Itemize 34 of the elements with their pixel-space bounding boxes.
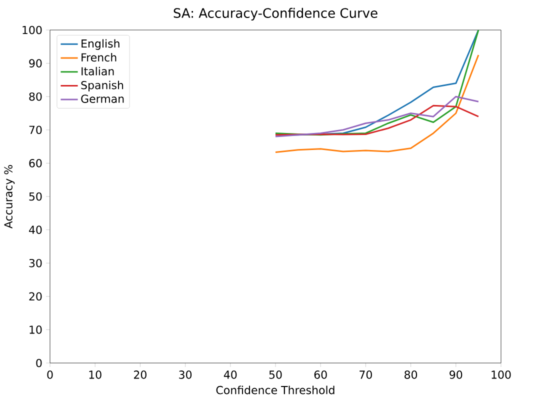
y-tick-label: 90 xyxy=(29,59,42,68)
legend-label: English xyxy=(82,39,120,50)
legend-label: Italian xyxy=(82,66,114,76)
y-tick-label: 100 xyxy=(22,26,42,34)
y-tick-label: 40 xyxy=(29,226,42,234)
x-tick-label: 90 xyxy=(450,370,462,379)
legend-label: French xyxy=(82,53,116,62)
y-tick-label: 50 xyxy=(29,192,42,201)
legend-label: Spanish xyxy=(81,80,124,92)
y-tick-label: 0 xyxy=(36,358,42,368)
y-tick-label: 10 xyxy=(30,326,42,334)
line-series xyxy=(274,30,480,136)
x-tick-label: 80 xyxy=(404,370,418,379)
y-axis-title: Accuracy % xyxy=(4,165,15,229)
line-series xyxy=(274,104,480,136)
y-tick-label: 70 xyxy=(29,126,42,134)
x-tick-label: 0 xyxy=(47,370,53,379)
x-tick-label: 30 xyxy=(179,370,192,379)
x-axis-title: Confidence Threshold xyxy=(216,386,334,394)
line-series xyxy=(274,96,480,138)
legend-label: German xyxy=(81,94,124,103)
y-tick-label: 20 xyxy=(29,292,42,301)
y-tick-label: 30 xyxy=(29,258,42,268)
y-tick-label: 80 xyxy=(29,92,42,101)
x-tick-label: 100 xyxy=(492,370,511,379)
x-tick-label: 40 xyxy=(224,370,237,379)
y-tick-label: 60 xyxy=(29,159,42,168)
x-tick-label: 60 xyxy=(314,370,327,379)
x-tick-label: 20 xyxy=(134,370,146,379)
x-tick-label: 70 xyxy=(360,370,372,379)
x-tick-label: 10 xyxy=(89,370,102,379)
x-tick-label: 50 xyxy=(269,370,282,379)
line-series xyxy=(274,54,480,153)
chart-title: SA: Accuracy-Confidence Curve xyxy=(174,8,378,20)
